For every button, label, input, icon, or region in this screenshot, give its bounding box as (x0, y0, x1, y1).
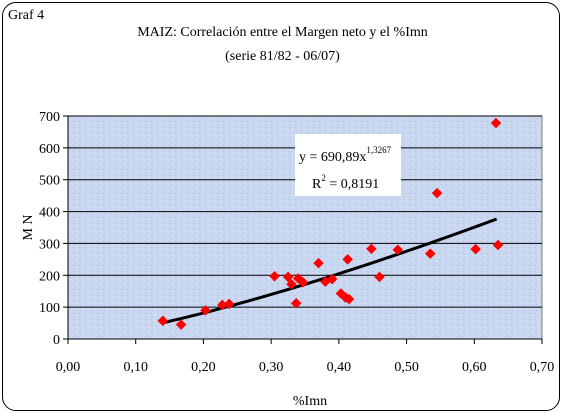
y-tick-label: 500 (39, 174, 60, 189)
data-point (492, 239, 504, 251)
r-squared-value: = 0,8191 (326, 177, 379, 192)
x-tick-label: 0,10 (123, 360, 148, 375)
y-tick-label: 0 (53, 333, 60, 348)
x-tick-label: 0,70 (530, 360, 555, 375)
equation-box: y = 690,89x1,3267 R2 = 0,8191 (295, 134, 401, 196)
data-point (313, 257, 324, 269)
chart-subtitle: (serie 81/82 - 06/07) (225, 49, 340, 64)
y-tick-label: 400 (39, 206, 60, 221)
y-tick-label: 700 (39, 110, 60, 125)
chart-title: MAIZ: Correlación entre el Margen neto y… (137, 25, 428, 40)
data-point (374, 271, 385, 283)
r-squared-symbol: R (312, 177, 322, 192)
data-points (157, 117, 504, 331)
data-point (223, 298, 235, 310)
data-point (366, 243, 377, 255)
x-tick-label: 0,00 (56, 360, 81, 375)
x-tick-label: 0,30 (259, 360, 284, 375)
y-tick-label: 100 (39, 301, 60, 316)
trend-equation-base: y = 690,89x (299, 150, 366, 165)
x-tick-label: 0,50 (394, 360, 419, 375)
x-tick-label: 0,20 (191, 360, 216, 375)
y-axis-label: M N (21, 214, 36, 240)
data-point (490, 117, 502, 129)
figure-tag: Graf 4 (8, 8, 45, 23)
data-point (392, 244, 404, 256)
y-tick-label: 300 (39, 237, 60, 252)
data-point (342, 254, 354, 265)
data-point (290, 297, 302, 309)
x-axis-label: %Imn (293, 394, 327, 409)
data-point (343, 293, 355, 305)
axes (63, 115, 543, 344)
data-point (269, 270, 280, 282)
data-point (470, 243, 481, 255)
data-point (175, 319, 187, 331)
r-squared-power: 2 (321, 173, 326, 183)
data-point (282, 271, 294, 283)
trend-equation: y = 690,89x1,3267 (299, 145, 392, 165)
x-tick-label: 0,40 (327, 360, 352, 375)
data-point (200, 304, 211, 316)
data-point (286, 278, 297, 290)
y-tick-label: 600 (39, 142, 60, 157)
data-point (424, 248, 436, 259)
trend-equation-exponent: 1,3267 (366, 145, 391, 155)
tick-labels: 0 100 200 300 400 500 600 700 0,00 0,10 0,20 0,30 0,… (39, 110, 554, 375)
r-squared: R2 = 0,8191 (312, 173, 379, 192)
y-tick-label: 200 (39, 269, 60, 284)
data-point (157, 315, 169, 327)
data-point (297, 276, 309, 288)
data-point (431, 187, 443, 199)
data-point (326, 273, 338, 285)
x-tick-label: 0,60 (462, 360, 487, 375)
